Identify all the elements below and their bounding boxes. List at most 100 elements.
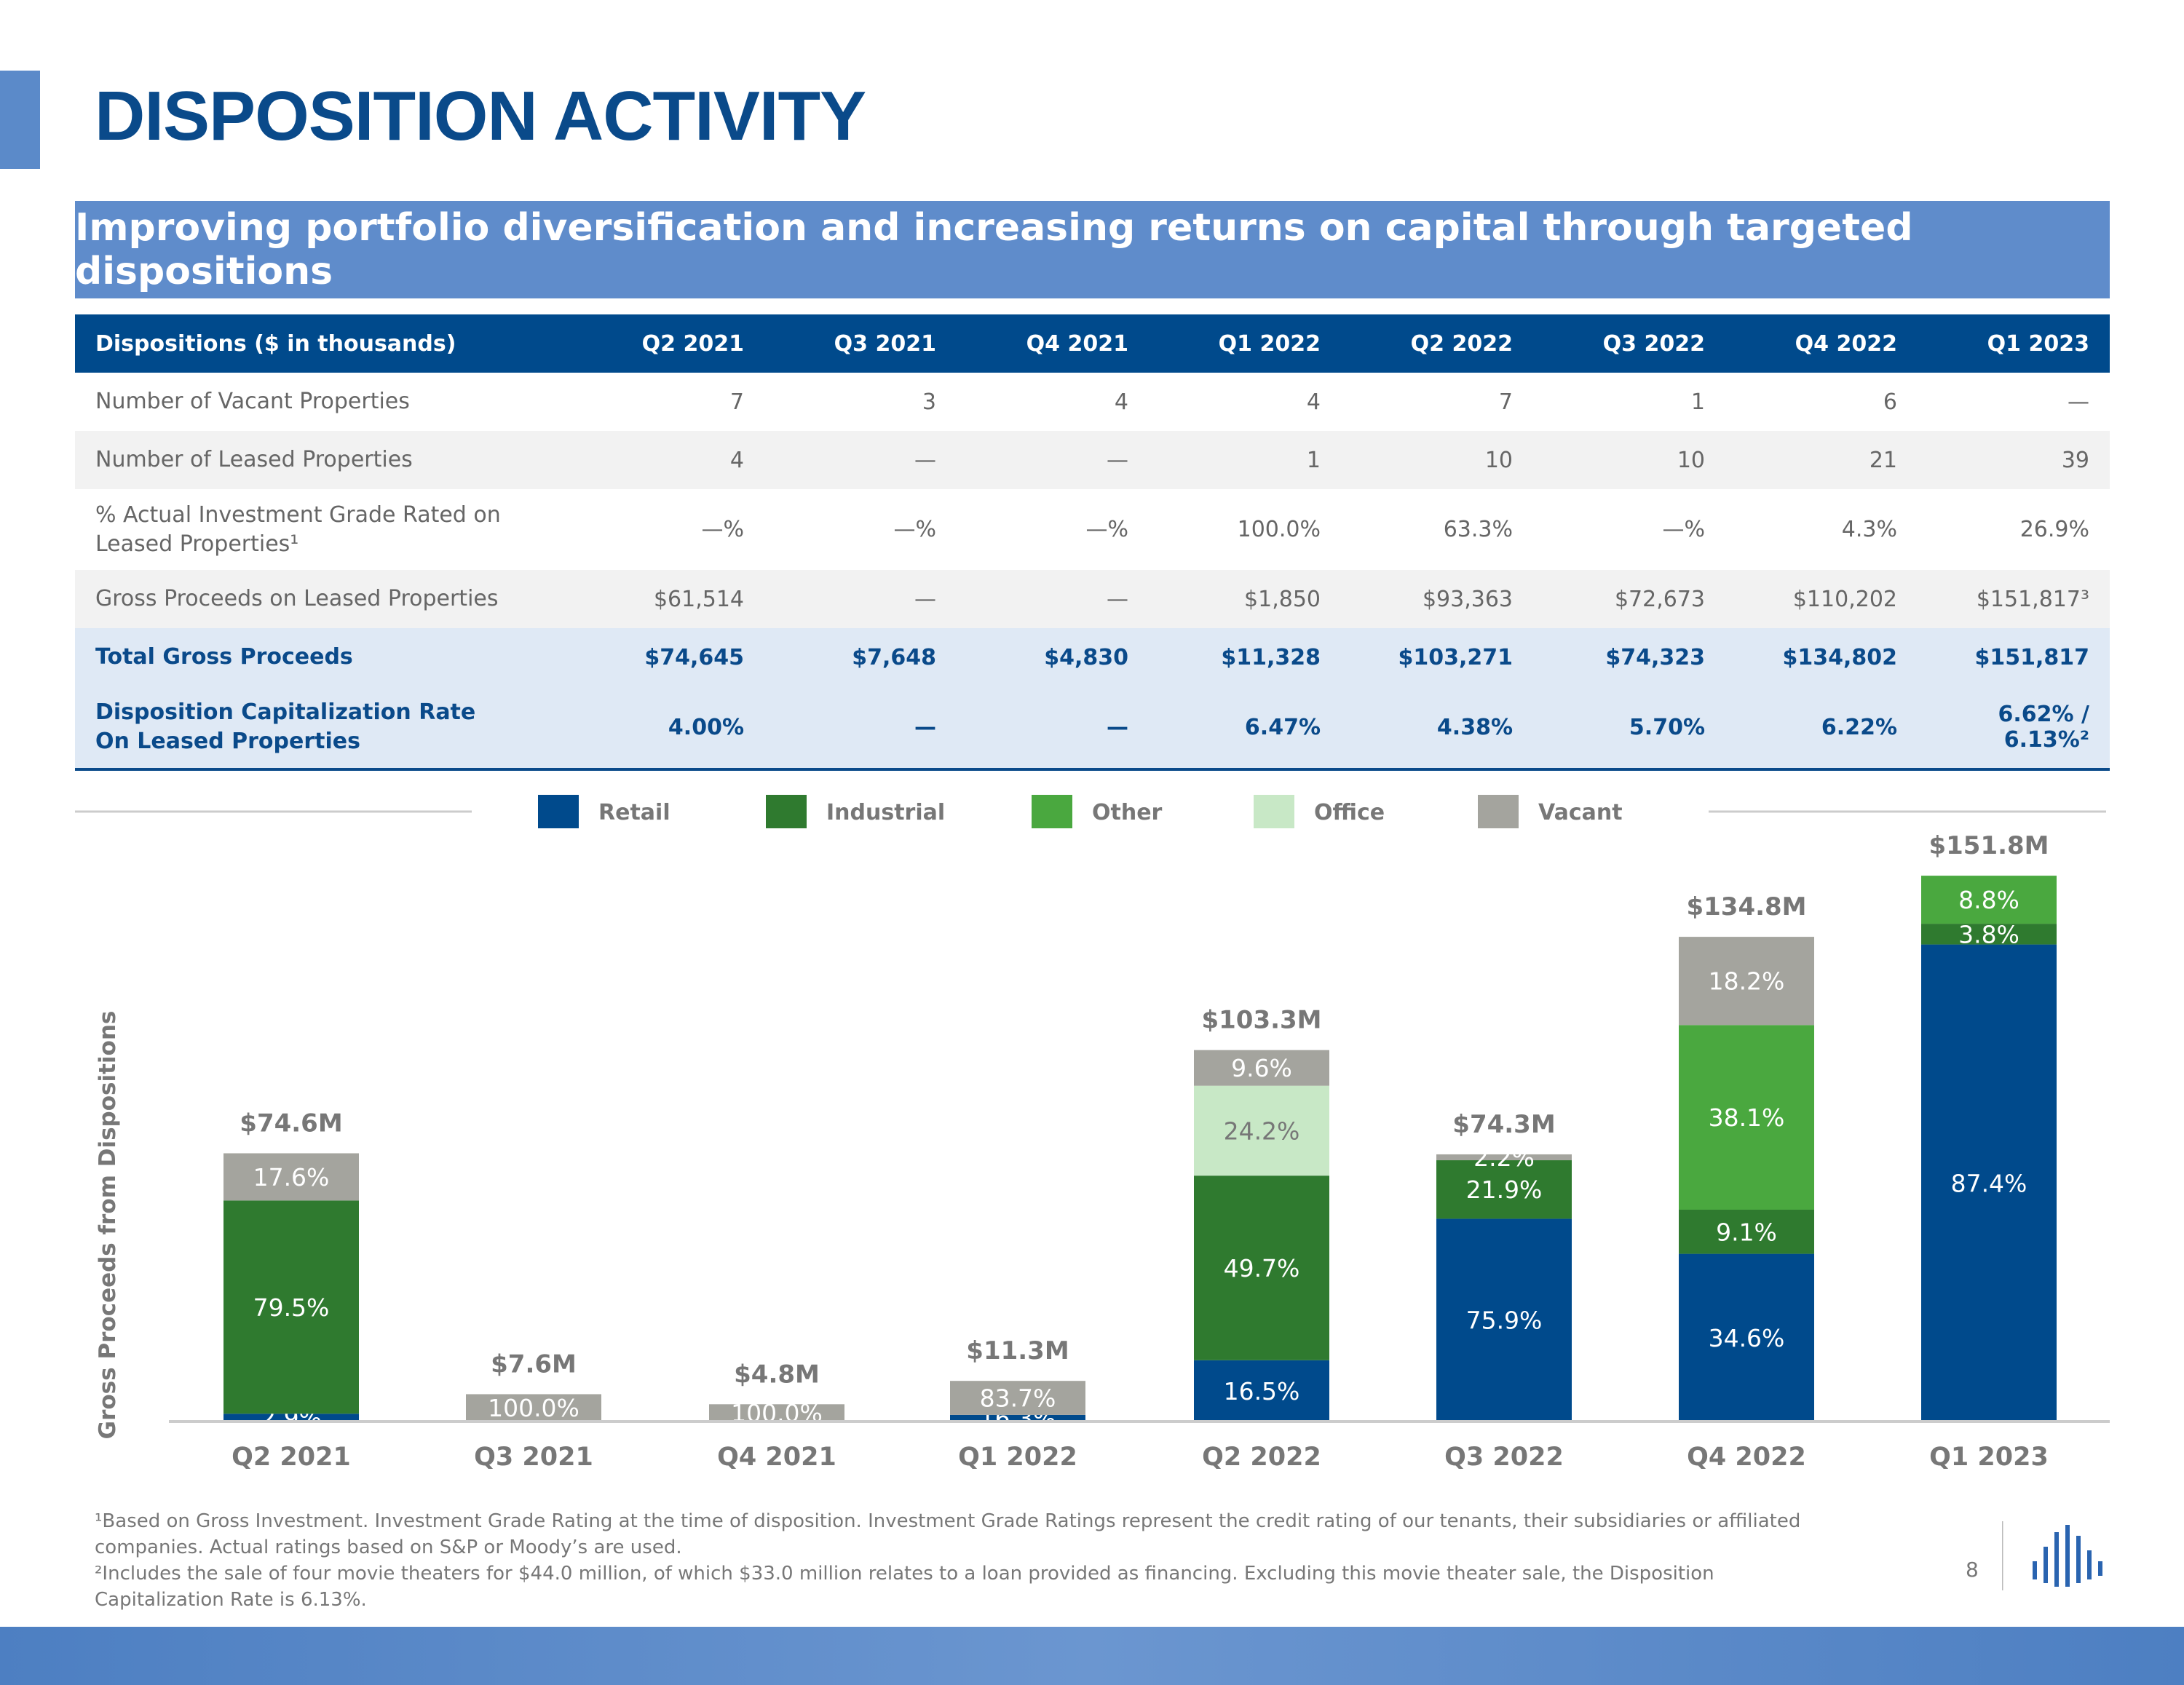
- slide-title: DISPOSITION ACTIVITY: [95, 77, 866, 155]
- table-cell: —%: [572, 489, 764, 570]
- legend-label: Retail: [598, 800, 670, 825]
- x-tick-label: Q3 2021: [474, 1443, 593, 1472]
- cell-text: 4: [1114, 389, 1128, 415]
- table-cell: —: [957, 431, 1149, 489]
- bar-segment: [466, 1394, 601, 1422]
- table-cell: —: [957, 686, 1149, 771]
- total-label: $4.8M: [734, 1360, 820, 1389]
- cell-text: —: [1107, 447, 1128, 473]
- legend-swatch: [1032, 795, 1072, 828]
- bar-segment: [223, 1153, 359, 1201]
- x-tick-label: Q1 2022: [958, 1443, 1077, 1472]
- segment-label: 18.2%: [1709, 967, 1785, 996]
- x-tick-label: Q3 2022: [1444, 1443, 1564, 1472]
- table-cell: —%: [1533, 489, 1725, 570]
- table-cell: 6.22%: [1725, 686, 1918, 771]
- bar-segment: [1194, 1175, 1329, 1360]
- cell-text: —: [914, 447, 936, 473]
- segment-label: 100.0%: [731, 1399, 823, 1427]
- table-cell: $151,817³: [1918, 570, 2110, 628]
- header-cell: Q4 2022: [1725, 314, 1918, 373]
- cell-text: 100.0%: [1237, 517, 1321, 542]
- header-cell: Q3 2022: [1533, 314, 1725, 373]
- total-label: $7.6M: [491, 1349, 577, 1379]
- table-row: Number of Leased Properties 4 — — 1 10 10 21 39: [75, 431, 2110, 489]
- cell-text: 1: [1306, 447, 1321, 473]
- table-cell: —: [764, 686, 957, 771]
- segment-label: 9.6%: [1231, 1054, 1292, 1082]
- table-cell: $11,328: [1149, 628, 1341, 686]
- cell-text: Total Gross Proceeds: [95, 644, 353, 670]
- cell-text: —: [1107, 714, 1128, 740]
- cell-text: % Actual Investment Grade Rated on Lease…: [95, 501, 501, 557]
- table-cell: Gross Proceeds on Leased Properties: [75, 570, 572, 628]
- table-cell: 100.0%: [1149, 489, 1341, 570]
- bar-segment: [223, 1414, 359, 1422]
- legend-label: Industrial: [826, 800, 945, 825]
- cell-text: 6.22%: [1821, 714, 1897, 740]
- segment-label: 16.5%: [1224, 1377, 1300, 1406]
- cell-text: 7: [729, 389, 744, 415]
- total-label: $134.8M: [1686, 892, 1806, 921]
- header-cell: Q2 2022: [1341, 314, 1533, 373]
- cell-text: $151,817: [1974, 644, 2089, 670]
- chart: Retail Industrial Other Office Vacant Gross P…: [75, 795, 2110, 1472]
- bar-segment: [1921, 924, 2057, 945]
- table-cell: 4: [957, 373, 1149, 431]
- header-cell: Q3 2021: [764, 314, 957, 373]
- cell-text: 26.9%: [2019, 517, 2089, 542]
- table-cell: 7: [572, 373, 764, 431]
- cell-text: $110,202: [1792, 586, 1897, 612]
- x-tick-label: Q2 2022: [1202, 1443, 1321, 1472]
- header-cell: Q2 2021: [572, 314, 764, 373]
- bar-segment: [1436, 1218, 1572, 1422]
- table-cell: —%: [764, 489, 957, 570]
- table-cell: 26.9%: [1918, 489, 2110, 570]
- bar-segment: [1921, 876, 2057, 924]
- total-label: $103.3M: [1201, 1006, 1321, 1035]
- table-cell: —%: [957, 489, 1149, 570]
- table-cell: 5.70%: [1533, 686, 1725, 771]
- segment-label: 49.7%: [1224, 1254, 1300, 1282]
- table-cell: —: [764, 431, 957, 489]
- segment-label: 87.4%: [1951, 1169, 2027, 1197]
- table-cell: 6: [1725, 373, 1918, 431]
- cell-text: Gross Proceeds on Leased Properties: [95, 586, 499, 611]
- segment-label: 100.0%: [488, 1394, 579, 1422]
- cell-text: $61,514: [653, 586, 744, 612]
- bar-segment: [223, 1200, 359, 1414]
- table-cell: 39: [1918, 431, 2110, 489]
- table-cell: Number of Vacant Properties: [75, 373, 572, 431]
- bar-segment: [1921, 944, 2057, 1422]
- table-cell: $61,514: [572, 570, 764, 628]
- x-tick-label: Q4 2022: [1687, 1443, 1806, 1472]
- footnote: ²Includes the sale of four movie theater…: [95, 1563, 1714, 1611]
- total-label: $74.6M: [240, 1109, 342, 1138]
- cell-text: 3: [922, 389, 936, 415]
- segment-label: 83.7%: [980, 1384, 1056, 1413]
- cell-text: 4.38%: [1436, 714, 1513, 740]
- table-cell: 4: [1149, 373, 1341, 431]
- cell-text: 63.3%: [1443, 517, 1513, 542]
- table-cell: 3: [764, 373, 957, 431]
- x-tick-label: Q2 2021: [232, 1443, 351, 1472]
- cell-text: $74,645: [644, 644, 744, 670]
- segment-label: 38.1%: [1709, 1103, 1785, 1132]
- cell-text: —: [914, 586, 936, 612]
- bar-segment: [1436, 1154, 1572, 1161]
- legend-label: Office: [1314, 800, 1385, 825]
- table-cell: 6.47%: [1149, 686, 1341, 771]
- table-cell: Number of Leased Properties: [75, 431, 572, 489]
- table-cell: 4.38%: [1341, 686, 1533, 771]
- cell-text: 7: [1498, 389, 1513, 415]
- accent-bar: [0, 71, 40, 169]
- cell-text: $1,850: [1244, 586, 1321, 612]
- table-row: % Actual Investment Grade Rated on Lease…: [75, 489, 2110, 570]
- bar-segment: [950, 1414, 1085, 1422]
- table-cell: 4: [572, 431, 764, 489]
- bar-segment: [950, 1381, 1085, 1415]
- table-cell: 7: [1341, 373, 1533, 431]
- table-cell: $7,648: [764, 628, 957, 686]
- total-label: $151.8M: [1928, 831, 2049, 860]
- cell-text: 6.47%: [1244, 714, 1321, 740]
